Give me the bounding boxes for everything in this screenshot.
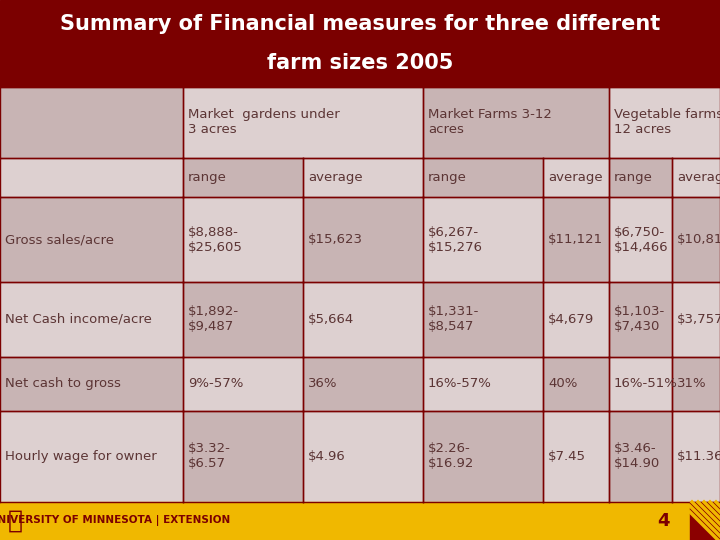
Text: $6,750-
$14,466: $6,750- $14,466	[614, 226, 669, 253]
Bar	[690, 502, 720, 540]
Bar	[0, 411, 183, 502]
Text: $1,892-
$9,487: $1,892- $9,487	[188, 306, 239, 333]
Text: $4.96: $4.96	[308, 450, 346, 463]
Text: $1,103-
$7,430: $1,103- $7,430	[614, 306, 665, 333]
Bar	[672, 197, 720, 282]
Text: $11.36: $11.36	[677, 450, 720, 463]
Bar	[423, 282, 543, 357]
Text: range: range	[428, 171, 467, 184]
Bar	[423, 87, 609, 158]
Bar	[0, 502, 690, 540]
Bar	[543, 411, 609, 502]
Text: Market Farms 3-12
acres: Market Farms 3-12 acres	[428, 109, 552, 136]
Bar	[423, 197, 543, 282]
Text: $4,679: $4,679	[548, 313, 594, 326]
Bar	[0, 0, 720, 87]
Text: $11,121: $11,121	[548, 233, 603, 246]
Bar	[672, 357, 720, 411]
Text: $1,331-
$8,547: $1,331- $8,547	[428, 306, 480, 333]
Text: Vegetable farms over
12 acres: Vegetable farms over 12 acres	[614, 109, 720, 136]
Text: Gross sales/acre: Gross sales/acre	[5, 233, 114, 246]
Bar	[609, 158, 672, 197]
Bar	[543, 357, 609, 411]
Text: 16%-57%: 16%-57%	[428, 377, 492, 390]
Text: 36%: 36%	[308, 377, 338, 390]
Bar	[609, 411, 672, 502]
Text: Ⓜ: Ⓜ	[7, 509, 22, 533]
Text: $3.46-
$14.90: $3.46- $14.90	[614, 442, 660, 470]
Text: average: average	[308, 171, 363, 184]
Bar	[303, 357, 423, 411]
Bar	[609, 197, 672, 282]
Text: range: range	[614, 171, 653, 184]
Bar	[543, 197, 609, 282]
Bar	[183, 87, 423, 158]
Text: $6,267-
$15,276: $6,267- $15,276	[428, 226, 483, 253]
Text: UNIVERSITY OF MINNESOTA | EXTENSION: UNIVERSITY OF MINNESOTA | EXTENSION	[0, 516, 230, 526]
Bar	[183, 158, 303, 197]
Bar	[672, 282, 720, 357]
Bar	[183, 357, 303, 411]
Text: 9%-57%: 9%-57%	[188, 377, 243, 390]
Text: average: average	[548, 171, 603, 184]
Text: Hourly wage for owner: Hourly wage for owner	[5, 450, 157, 463]
Text: average: average	[677, 171, 720, 184]
Text: $3,757: $3,757	[677, 313, 720, 326]
Text: $8,888-
$25,605: $8,888- $25,605	[188, 226, 243, 253]
Text: 40%: 40%	[548, 377, 577, 390]
Text: Market  gardens under
3 acres: Market gardens under 3 acres	[188, 109, 340, 136]
Bar	[183, 197, 303, 282]
Bar	[0, 87, 183, 158]
Bar	[672, 158, 720, 197]
Bar	[0, 357, 183, 411]
Bar	[423, 411, 543, 502]
Bar	[543, 158, 609, 197]
Text: $2.26-
$16.92: $2.26- $16.92	[428, 442, 474, 470]
Bar	[609, 87, 720, 158]
Text: farm sizes 2005: farm sizes 2005	[267, 52, 453, 73]
Bar	[0, 197, 183, 282]
Text: 31%: 31%	[677, 377, 706, 390]
Text: 4: 4	[657, 512, 670, 530]
Bar	[609, 282, 672, 357]
Bar	[303, 197, 423, 282]
Text: range: range	[188, 171, 227, 184]
Bar	[543, 282, 609, 357]
Bar	[303, 282, 423, 357]
Text: Summary of Financial measures for three different: Summary of Financial measures for three …	[60, 15, 660, 35]
Text: $3.32-
$6.57: $3.32- $6.57	[188, 442, 231, 470]
Bar	[303, 158, 423, 197]
Text: $5,664: $5,664	[308, 313, 354, 326]
Bar	[609, 357, 672, 411]
Bar	[423, 158, 543, 197]
Bar	[183, 282, 303, 357]
Bar	[0, 158, 183, 197]
Text: $10,810: $10,810	[677, 233, 720, 246]
Text: $7.45: $7.45	[548, 450, 586, 463]
Bar	[303, 411, 423, 502]
Bar	[0, 282, 183, 357]
Text: 16%-51%: 16%-51%	[614, 377, 678, 390]
Text: Net cash to gross: Net cash to gross	[5, 377, 121, 390]
Bar	[183, 411, 303, 502]
Bar	[672, 411, 720, 502]
Bar	[423, 357, 543, 411]
Text: Net Cash income/acre: Net Cash income/acre	[5, 313, 152, 326]
Text: $15,623: $15,623	[308, 233, 363, 246]
